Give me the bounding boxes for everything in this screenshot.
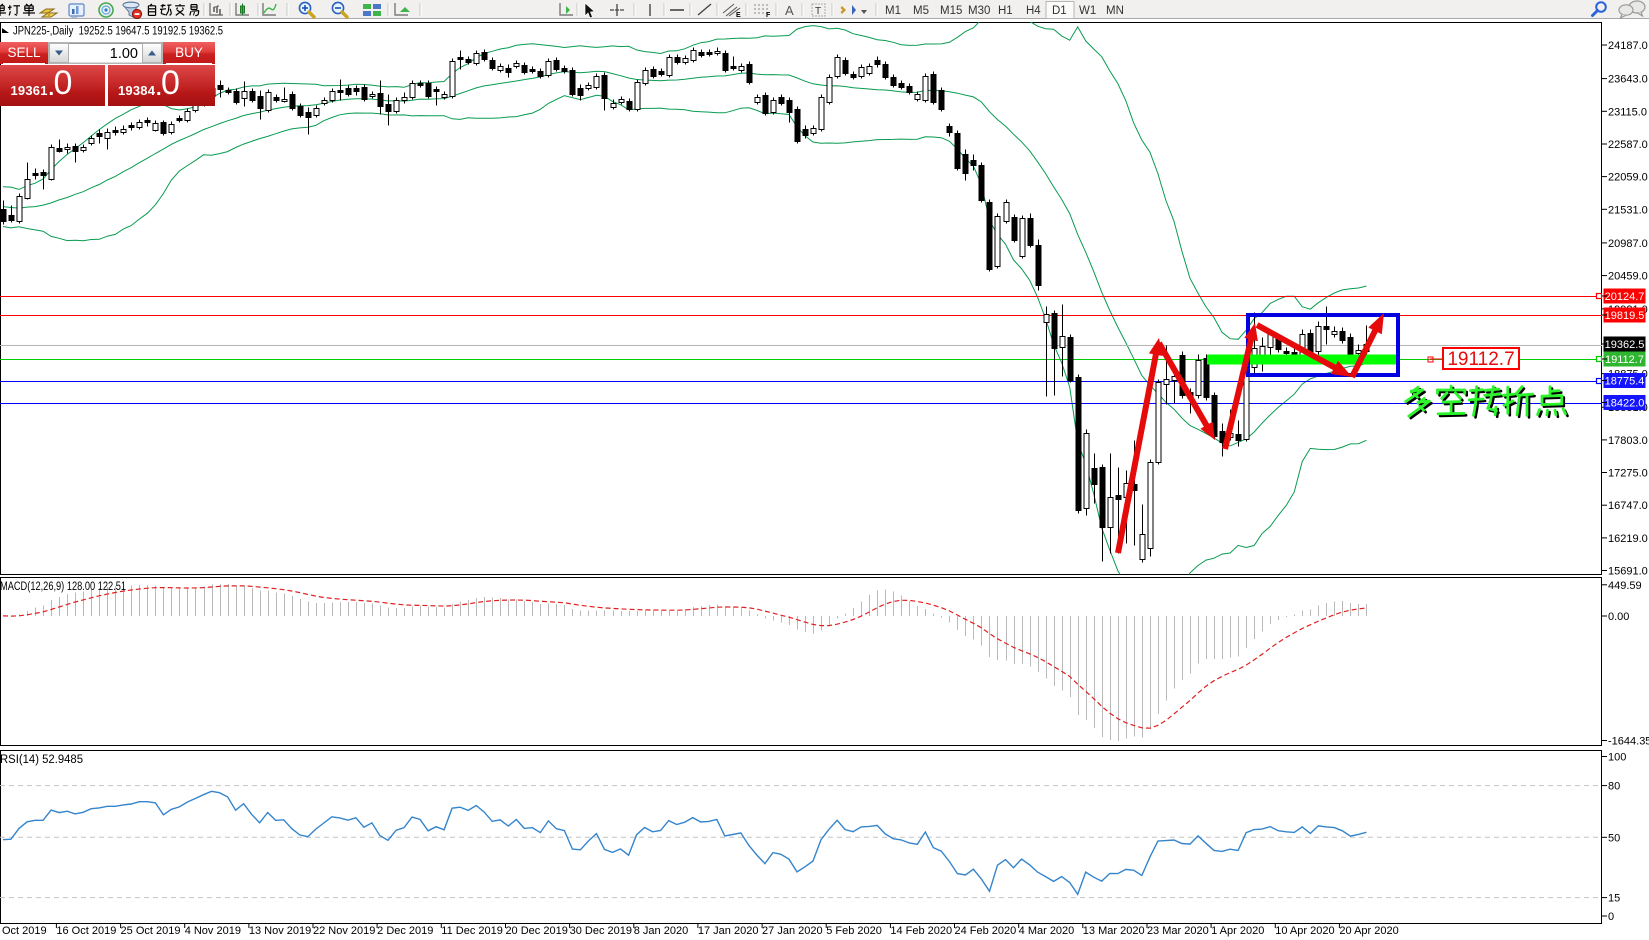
- svg-text:27 Jan 2020: 27 Jan 2020: [762, 925, 823, 937]
- svg-text:MACD(12,26,9) 128.00 122.51: MACD(12,26,9) 128.00 122.51: [0, 581, 126, 593]
- svg-text:T: T: [815, 6, 821, 17]
- svg-text:24 Feb 2020: 24 Feb 2020: [955, 925, 1017, 937]
- svg-text:50: 50: [1608, 832, 1620, 844]
- svg-text:4 Nov 2019: 4 Nov 2019: [185, 925, 241, 937]
- svg-text:MN: MN: [1106, 5, 1124, 17]
- svg-text:5 Feb 2020: 5 Feb 2020: [826, 925, 882, 937]
- svg-text:F: F: [766, 12, 771, 19]
- svg-text:15: 15: [1608, 893, 1620, 905]
- svg-text:19819.5: 19819.5: [1605, 310, 1645, 322]
- svg-text:24187.0: 24187.0: [1608, 40, 1648, 52]
- svg-text:14 Feb 2020: 14 Feb 2020: [890, 925, 952, 937]
- svg-text:22 Nov 2019: 22 Nov 2019: [313, 925, 375, 937]
- svg-text:19112.7: 19112.7: [1447, 349, 1514, 370]
- svg-text:17275.0: 17275.0: [1608, 468, 1648, 480]
- svg-text:M15: M15: [940, 5, 962, 17]
- svg-text:1 Apr 2020: 1 Apr 2020: [1211, 925, 1264, 937]
- svg-text:25 Oct 2019: 25 Oct 2019: [121, 925, 181, 937]
- svg-text:100: 100: [1608, 752, 1626, 764]
- svg-text:RSI(14) 52.9485: RSI(14) 52.9485: [0, 754, 83, 766]
- svg-text:18775.4: 18775.4: [1605, 376, 1645, 388]
- svg-text:449.59: 449.59: [1608, 580, 1642, 592]
- svg-text:M1: M1: [885, 5, 901, 17]
- svg-text:20124.7: 20124.7: [1605, 291, 1645, 303]
- svg-text:13 Mar 2020: 13 Mar 2020: [1083, 925, 1145, 937]
- svg-text:D1: D1: [1052, 5, 1067, 17]
- svg-text:M30: M30: [968, 5, 990, 17]
- svg-text:10 Apr 2020: 10 Apr 2020: [1275, 925, 1334, 937]
- svg-text:H4: H4: [1026, 5, 1041, 17]
- svg-text:0: 0: [1608, 911, 1614, 923]
- svg-text:11 Dec 2019: 11 Dec 2019: [441, 925, 503, 937]
- svg-text:18422.0: 18422.0: [1605, 398, 1645, 410]
- svg-text:20459.0: 20459.0: [1608, 271, 1648, 283]
- svg-text:2 Dec 2019: 2 Dec 2019: [377, 925, 433, 937]
- svg-text:23 Mar 2020: 23 Mar 2020: [1147, 925, 1209, 937]
- svg-text:JPN225-,Daily 19252.5 19647.5: JPN225-,Daily 19252.5 19647.5 19192.5 19…: [13, 26, 223, 38]
- svg-text:16 Oct 2019: 16 Oct 2019: [56, 925, 116, 937]
- svg-text:0.00: 0.00: [1608, 611, 1629, 623]
- svg-text:13 Nov 2019: 13 Nov 2019: [249, 925, 311, 937]
- svg-text:-1644.35: -1644.35: [1608, 736, 1649, 748]
- svg-text:21531.0: 21531.0: [1608, 204, 1648, 216]
- svg-text:17 Jan 2020: 17 Jan 2020: [698, 925, 759, 937]
- svg-text:23115.0: 23115.0: [1608, 106, 1647, 118]
- svg-text:8 Jan 2020: 8 Jan 2020: [634, 925, 688, 937]
- svg-text:15691.0: 15691.0: [1608, 566, 1648, 578]
- svg-text:20987.0: 20987.0: [1608, 238, 1648, 250]
- svg-text:17803.0: 17803.0: [1608, 435, 1648, 447]
- svg-text:E: E: [736, 12, 741, 19]
- svg-text:19112.7: 19112.7: [1605, 354, 1644, 366]
- svg-text:M5: M5: [913, 5, 929, 17]
- svg-text:20 Apr 2020: 20 Apr 2020: [1339, 925, 1398, 937]
- svg-text:16219.0: 16219.0: [1608, 533, 1648, 545]
- svg-text:22587.0: 22587.0: [1608, 139, 1648, 151]
- svg-text:H1: H1: [998, 5, 1013, 17]
- svg-text:22059.0: 22059.0: [1608, 172, 1648, 184]
- svg-text:A: A: [785, 3, 794, 18]
- svg-text:W1: W1: [1079, 5, 1096, 17]
- svg-text:16747.0: 16747.0: [1608, 500, 1648, 512]
- svg-text:4 Mar 2020: 4 Mar 2020: [1019, 925, 1075, 937]
- svg-text:30 Dec 2019: 30 Dec 2019: [570, 925, 632, 937]
- svg-text:20 Dec 2019: 20 Dec 2019: [505, 925, 567, 937]
- svg-text:23643.0: 23643.0: [1608, 74, 1648, 86]
- svg-text:Oct 2019: Oct 2019: [2, 925, 47, 937]
- svg-text:19362.5: 19362.5: [1605, 339, 1645, 351]
- svg-text:80: 80: [1608, 781, 1620, 793]
